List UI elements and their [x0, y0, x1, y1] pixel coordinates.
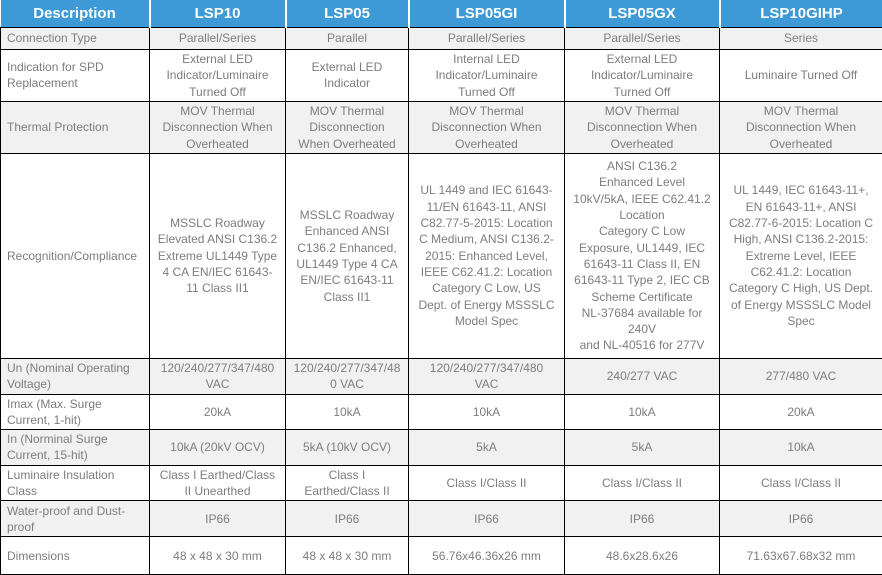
spec-cell: 56.76x46.36x26 mm [409, 537, 565, 575]
row-label: In (Norminal Surge Current, 15-hit) [1, 430, 150, 466]
column-header-lsp10gihp: LSP10GIHP [720, 0, 882, 28]
spec-cell: UL 1449 and IEC 61643- 11/EN 61643-11, A… [409, 153, 565, 358]
row-nominal-operating-voltage: Un (Nominal Operating Voltage) 120/240/2… [1, 358, 882, 394]
spec-cell: ANSI C136.2 Enhanced Level 10kV/5kA, IEE… [565, 153, 720, 358]
spec-cell: Parallel [286, 28, 409, 50]
row-waterproof-dustproof: Water-proof and Dust- proof IP66 IP66 IP… [1, 501, 882, 537]
spec-cell: MOV Thermal Disconnection When Overheate… [286, 101, 409, 153]
column-header-lsp05gi: LSP05GI [409, 0, 565, 28]
row-label: Dimensions [1, 537, 150, 575]
spec-cell: MOV Thermal Disconnection When Overheate… [720, 101, 882, 153]
spec-cell: 10kA [286, 394, 409, 430]
spec-cell: IP66 [720, 501, 882, 537]
spec-cell: IP66 [150, 501, 286, 537]
spec-cell: Parallel/Series [150, 28, 286, 50]
spec-cell: 120/240/277/347/480 VAC [150, 358, 286, 394]
row-connection-type: Connection Type Parallel/Series Parallel… [1, 28, 882, 50]
row-recognition-compliance: Recognition/Compliance MSSLC Roadway Ele… [1, 153, 882, 358]
row-label: Water-proof and Dust- proof [1, 501, 150, 537]
spec-cell: 5kA [565, 430, 720, 466]
spec-cell: UL 1449, IEC 61643-11+, EN 61643-11+, AN… [720, 153, 882, 358]
spec-cell: Class I/Class II [409, 465, 565, 501]
header-row: Description LSP10 LSP05 LSP05GI LSP05GX … [1, 0, 882, 28]
spec-cell: MOV Thermal Disconnection When Overheate… [150, 101, 286, 153]
row-thermal-protection: Thermal Protection MOV Thermal Disconnec… [1, 101, 882, 153]
row-dimensions: Dimensions 48 x 48 x 30 mm 48 x 48 x 30 … [1, 537, 882, 575]
row-luminaire-insulation-class: Luminaire Insulation Class Class I Earth… [1, 465, 882, 501]
spec-cell: Parallel/Series [409, 28, 565, 50]
spec-cell: 10kA [565, 394, 720, 430]
spec-cell: 10kA [720, 430, 882, 466]
row-label: Connection Type [1, 28, 150, 50]
row-label: Un (Nominal Operating Voltage) [1, 358, 150, 394]
spec-cell: Class I Earthed/Class II [286, 465, 409, 501]
spec-cell: 240/277 VAC [565, 358, 720, 394]
spec-cell: 277/480 VAC [720, 358, 882, 394]
spec-cell: 120/240/277/347/480 VAC [409, 358, 565, 394]
spec-cell: Luminaire Turned Off [720, 50, 882, 102]
row-label: Luminaire Insulation Class [1, 465, 150, 501]
spec-cell: 5kA (10kV OCV) [286, 430, 409, 466]
column-header-lsp10: LSP10 [150, 0, 286, 28]
spec-cell: Internal LED Indicator/Luminaire Turned … [409, 50, 565, 102]
column-header-lsp05gx: LSP05GX [565, 0, 720, 28]
row-spd-replacement-indication: Indication for SPD Replacement External … [1, 50, 882, 102]
spec-cell: 20kA [720, 394, 882, 430]
spec-cell: Class I Earthed/Class II Unearthed [150, 465, 286, 501]
spec-cell: IP66 [565, 501, 720, 537]
spec-cell: MSSLC Roadway Elevated ANSI C136.2 Extre… [150, 153, 286, 358]
spec-cell: External LED Indicator/Luminaire Turned … [565, 50, 720, 102]
spec-cell: 5kA [409, 430, 565, 466]
spec-cell: IP66 [409, 501, 565, 537]
spec-cell: Class I/Class II [720, 465, 882, 501]
spec-cell: Series [720, 28, 882, 50]
row-label: Thermal Protection [1, 101, 150, 153]
spec-cell: 20kA [150, 394, 286, 430]
spec-cell: External LED Indicator [286, 50, 409, 102]
spec-cell: MSSLC Roadway Enhanced ANSI C136.2 Enhan… [286, 153, 409, 358]
row-label: Recognition/Compliance [1, 153, 150, 358]
spec-cell: 120/240/277/347/48 0 VAC [286, 358, 409, 394]
row-label: Indication for SPD Replacement [1, 50, 150, 102]
spec-cell: 48.6x28.6x26 [565, 537, 720, 575]
spec-cell: Class I/Class II [565, 465, 720, 501]
spec-cell: MOV Thermal Disconnection When Overheate… [565, 101, 720, 153]
spec-cell: 10kA (20kV OCV) [150, 430, 286, 466]
row-in-nominal-surge-current: In (Norminal Surge Current, 15-hit) 10kA… [1, 430, 882, 466]
spec-cell: External LED Indicator/Luminaire Turned … [150, 50, 286, 102]
row-imax-surge-current: Imax (Max. Surge Current, 1-hit) 20kA 10… [1, 394, 882, 430]
row-label: Imax (Max. Surge Current, 1-hit) [1, 394, 150, 430]
column-header-lsp05: LSP05 [286, 0, 409, 28]
spec-cell: 10kA [409, 394, 565, 430]
spec-cell: IP66 [286, 501, 409, 537]
spec-cell: 48 x 48 x 30 mm [150, 537, 286, 575]
spec-cell: 48 x 48 x 30 mm [286, 537, 409, 575]
spec-cell: Parallel/Series [565, 28, 720, 50]
spec-cell: MOV Thermal Disconnection When Overheate… [409, 101, 565, 153]
spec-cell: 71.63x67.68x32 mm [720, 537, 882, 575]
column-header-description: Description [1, 0, 150, 28]
